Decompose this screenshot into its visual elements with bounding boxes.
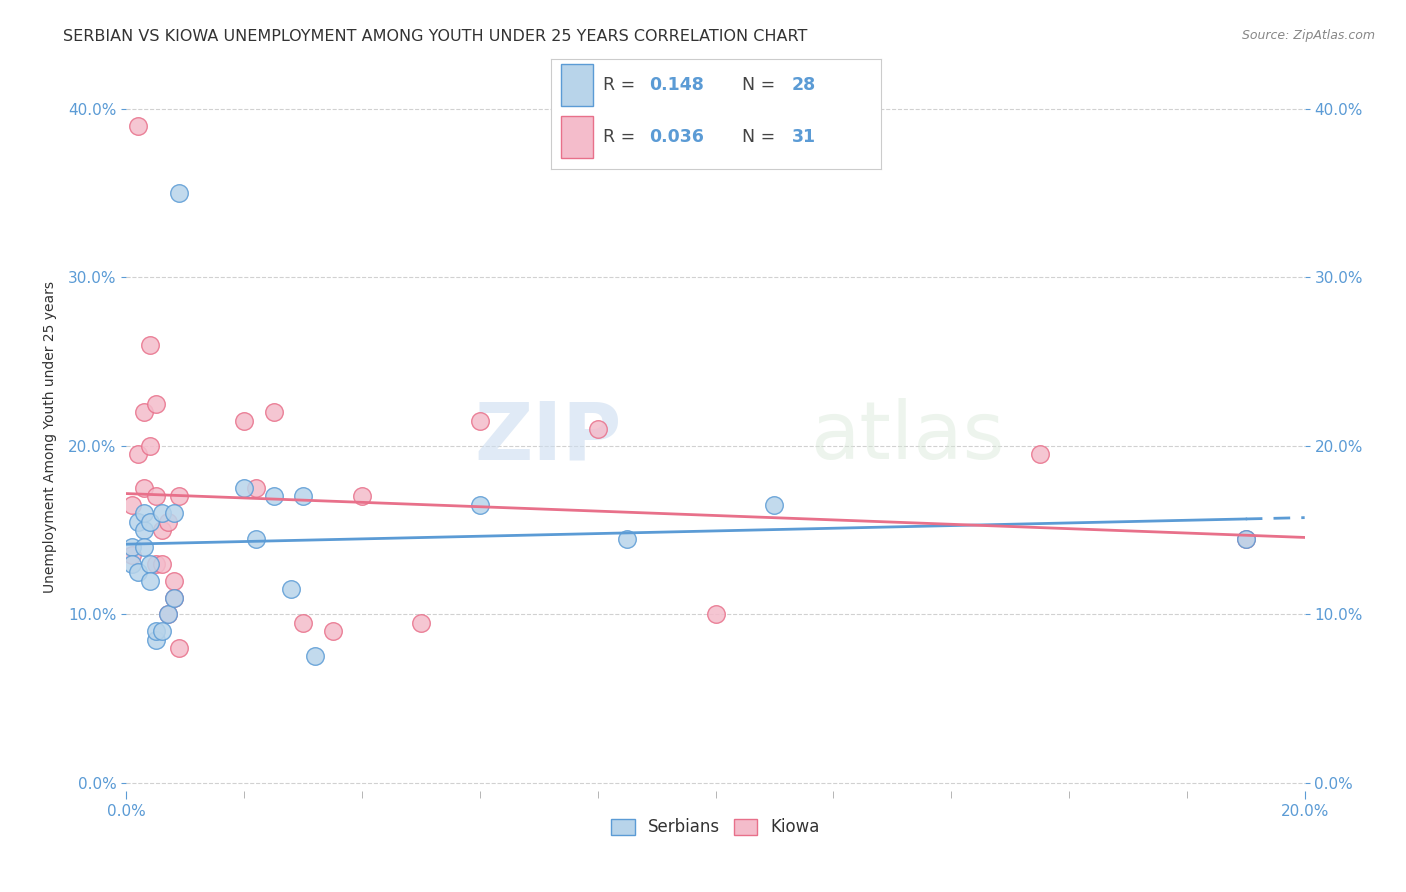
Point: [162, 506, 184, 520]
Point: [121, 557, 143, 571]
Point: [280, 582, 302, 596]
Point: [468, 414, 491, 428]
Point: [156, 607, 179, 622]
Point: [139, 557, 162, 571]
Point: [145, 557, 167, 571]
Point: [145, 490, 167, 504]
Point: [1234, 532, 1257, 546]
Point: [127, 447, 149, 461]
Point: [150, 557, 173, 571]
Point: [139, 574, 162, 588]
Point: [263, 405, 285, 419]
Point: [156, 515, 179, 529]
Point: [292, 615, 315, 630]
Point: [586, 422, 609, 436]
Point: [127, 515, 149, 529]
Point: [233, 414, 256, 428]
Point: [121, 540, 143, 554]
Point: [233, 481, 256, 495]
Point: [150, 506, 173, 520]
Point: [121, 549, 143, 563]
Point: [468, 498, 491, 512]
Point: [134, 523, 156, 537]
Point: [169, 490, 191, 504]
Point: [134, 405, 156, 419]
Point: [263, 490, 285, 504]
Point: [139, 338, 162, 352]
Point: [127, 119, 149, 133]
Point: [169, 186, 191, 201]
Y-axis label: Unemployment Among Youth under 25 years: Unemployment Among Youth under 25 years: [44, 282, 58, 593]
Point: [145, 397, 167, 411]
Point: [150, 624, 173, 639]
Point: [150, 523, 173, 537]
Point: [169, 641, 191, 656]
Point: [139, 439, 162, 453]
Point: [134, 540, 156, 554]
Text: Source: ZipAtlas.com: Source: ZipAtlas.com: [1241, 29, 1375, 43]
Text: ZIP: ZIP: [474, 399, 621, 476]
Point: [245, 532, 267, 546]
Point: [127, 566, 149, 580]
Point: [352, 490, 374, 504]
Point: [162, 591, 184, 605]
Point: [616, 532, 638, 546]
Point: [763, 498, 786, 512]
Point: [156, 607, 179, 622]
Point: [292, 490, 315, 504]
Point: [162, 574, 184, 588]
Point: [322, 624, 344, 639]
Text: atlas: atlas: [810, 399, 1004, 476]
Point: [245, 481, 267, 495]
Point: [304, 649, 326, 664]
Point: [162, 591, 184, 605]
Point: [145, 624, 167, 639]
Point: [1028, 447, 1050, 461]
Point: [139, 515, 162, 529]
Text: SERBIAN VS KIOWA UNEMPLOYMENT AMONG YOUTH UNDER 25 YEARS CORRELATION CHART: SERBIAN VS KIOWA UNEMPLOYMENT AMONG YOUT…: [63, 29, 807, 45]
Point: [145, 632, 167, 647]
Point: [134, 506, 156, 520]
Point: [704, 607, 727, 622]
Point: [121, 498, 143, 512]
Legend: Serbians, Kiowa: Serbians, Kiowa: [605, 812, 827, 843]
Point: [134, 481, 156, 495]
Point: [409, 615, 432, 630]
Point: [1234, 532, 1257, 546]
